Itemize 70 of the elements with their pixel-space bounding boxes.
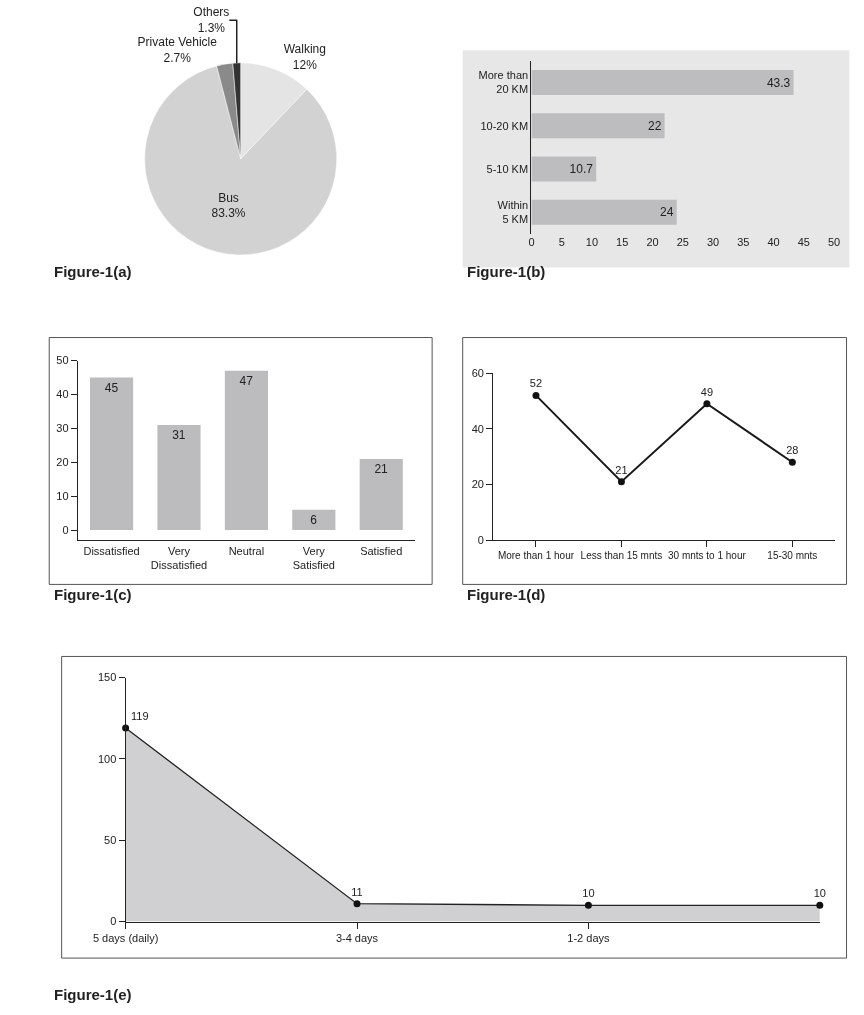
data-label: 2.7% [163, 50, 192, 65]
data-label: 45 [104, 380, 119, 395]
data-label: 10 [582, 887, 595, 900]
slice-label: Others [193, 5, 230, 20]
x-tick-label: More than 1 hour [497, 550, 575, 562]
y-tick-label: 0 [477, 534, 484, 547]
x-tick-label: 15-30 mnts [767, 550, 818, 562]
y-tick-label: 60 [471, 366, 484, 379]
y-tick-label: 0 [110, 915, 117, 928]
x-tick-label: Satisfied [360, 544, 403, 557]
y-tick-label: 100 [97, 752, 117, 765]
x-tick-label: 50 [828, 235, 841, 248]
x-tick-label: 30 mnts to 1 hour [667, 550, 747, 562]
data-label: 10 [813, 887, 826, 900]
data-label: 11 [351, 885, 363, 898]
y-tick-label: 50 [104, 834, 117, 847]
data-label: 10.7 [569, 161, 594, 176]
y-tick-label: Within 5 KM [497, 198, 529, 226]
y-tick-label: 20 [471, 478, 484, 491]
x-tick-label: Very Dissatisfied [150, 544, 208, 571]
data-label: 47 [239, 373, 254, 388]
data-label: 49 [700, 385, 714, 398]
x-tick-label: 5 [558, 235, 565, 248]
data-label: 1.3% [197, 20, 226, 35]
data-label: 21 [615, 463, 628, 476]
x-tick-label: Very Satisfied [292, 544, 335, 571]
text: Figure-1(a) [54, 263, 132, 280]
x-tick-label: Dissatisfied [83, 544, 140, 557]
data-label: 6 [310, 512, 318, 527]
x-tick-label: 5 days (daily) [92, 931, 159, 944]
y-tick-label: 40 [471, 422, 484, 435]
x-tick-label: 1-2 days [567, 931, 610, 944]
y-tick-label: 30 [56, 422, 69, 435]
y-tick-label: 5-10 KM [486, 162, 529, 175]
y-tick-label: More than 20 KM [478, 69, 529, 96]
text: Figure-1(b) [467, 263, 546, 280]
data-label: 22 [647, 118, 662, 133]
text: Figure-1(d) [467, 586, 546, 603]
y-tick-label: 10-20 KM [480, 119, 529, 132]
x-tick-label: 10 [585, 235, 599, 248]
slice-label: Private Vehicle [137, 34, 218, 49]
y-tick-label: 0 [62, 523, 69, 536]
x-tick-label: 45 [797, 235, 810, 248]
data-label: 21 [374, 461, 389, 476]
x-tick-label: 3-4 days [335, 931, 379, 944]
y-tick-label: 50 [56, 354, 69, 367]
x-tick-label: Neutral [228, 544, 265, 557]
data-label: 12% [292, 57, 318, 72]
data-label: 28 [786, 444, 799, 457]
y-tick-label: 150 [97, 671, 117, 684]
data-label: 52 [529, 377, 543, 390]
x-tick-label: 25 [676, 235, 689, 248]
x-tick-label: Less than 15 mnts [580, 550, 663, 562]
text: Figure-1(c) [54, 586, 132, 603]
y-tick-label: 40 [56, 388, 69, 401]
data-label: 24 [660, 205, 674, 220]
y-tick-label: 20 [56, 456, 69, 469]
slice-label: Walking [283, 42, 326, 57]
data-label: 119 [131, 709, 149, 722]
x-tick-label: 20 [646, 235, 659, 248]
data-label: 43.3 [766, 75, 791, 90]
x-tick-label: 35 [737, 235, 750, 248]
x-tick-label: 15 [616, 235, 629, 248]
text: Figure-1(e) [54, 986, 132, 1003]
data-label: 31 [172, 428, 186, 442]
y-tick-label: 10 [56, 490, 69, 503]
slice-label: Bus [218, 190, 239, 205]
x-tick-label: 30 [706, 235, 720, 248]
data-label: 83.3% [211, 206, 246, 221]
x-tick-label: 40 [767, 235, 780, 248]
